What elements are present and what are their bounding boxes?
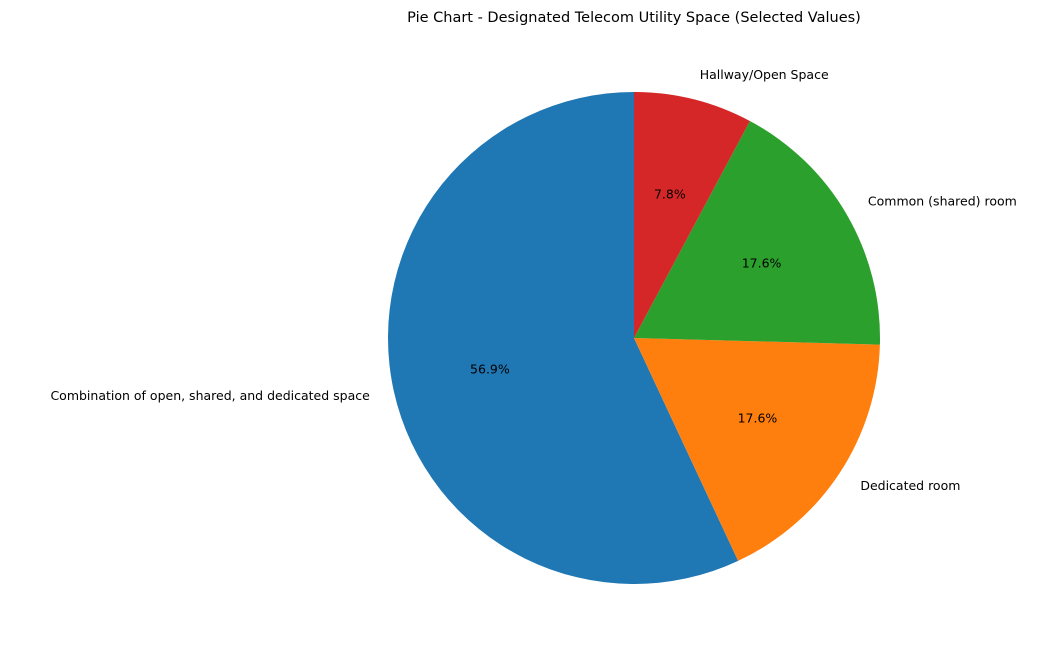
slice-label: Combination of open, shared, and dedicat… bbox=[50, 388, 370, 403]
pie-slice bbox=[387, 92, 739, 584]
pie-slices bbox=[387, 92, 880, 584]
slice-percent-label: 17.6% bbox=[742, 255, 782, 270]
slice-percent-label: 17.6% bbox=[738, 410, 778, 425]
pie-labels: Combination of open, shared, and dedicat… bbox=[50, 67, 1016, 493]
pie-slice bbox=[634, 338, 880, 561]
slice-percent-label: 7.8% bbox=[654, 186, 686, 201]
chart-title: Pie Chart - Designated Telecom Utility S… bbox=[407, 10, 861, 26]
slice-label: Dedicated room bbox=[860, 478, 960, 493]
slice-label: Common (shared) room bbox=[868, 193, 1017, 208]
pie-slice bbox=[634, 92, 750, 338]
pie-slice bbox=[634, 121, 880, 345]
slice-label: Hallway/Open Space bbox=[700, 67, 829, 82]
slice-percent-label: 56.9% bbox=[470, 362, 510, 377]
